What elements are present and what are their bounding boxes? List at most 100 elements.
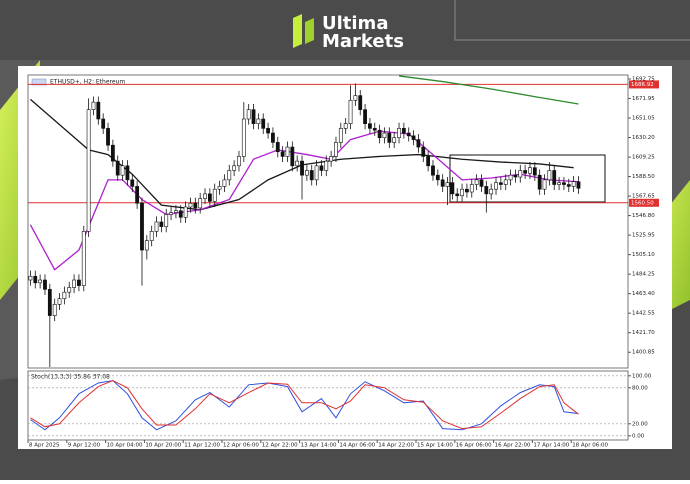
- candle-body: [304, 170, 309, 176]
- candle-body: [542, 179, 547, 190]
- candle-body: [474, 179, 479, 185]
- x-tick-label: 17 Apr 14:00: [533, 443, 569, 449]
- y-tick-label: 1421.70: [632, 330, 655, 336]
- y-tick-label: 20.00: [632, 421, 648, 427]
- candle-body: [401, 128, 406, 134]
- candle-body: [207, 193, 212, 202]
- candle-body: [91, 101, 96, 110]
- candle-body: [343, 123, 348, 129]
- indicator-line: [30, 380, 579, 430]
- x-tick-label: 13 Apr 14:00: [301, 443, 337, 449]
- candle-body: [353, 95, 358, 101]
- candle-body: [363, 109, 367, 124]
- candle-body: [86, 109, 91, 232]
- candle-body: [193, 202, 198, 209]
- stoch-frame: [27, 370, 629, 441]
- price-tag-label: 1686.92: [631, 82, 654, 88]
- candle-body: [154, 221, 159, 232]
- y-tick-label: 100.00: [632, 373, 652, 379]
- logo: Ultima Markets: [293, 13, 404, 52]
- y-tick-label: 1567.65: [632, 194, 655, 200]
- candle-body: [503, 179, 508, 185]
- candle-body: [557, 182, 561, 185]
- candle-body: [416, 139, 421, 148]
- candle-body: [518, 170, 523, 178]
- candle-body: [547, 170, 552, 181]
- candle-body: [426, 156, 431, 167]
- candle-body: [319, 165, 324, 171]
- x-tick-label: 12 Apr 06:00: [223, 443, 259, 449]
- logo-text: Markets: [322, 31, 404, 52]
- chart-panel: [18, 66, 672, 449]
- logo-icon: [305, 18, 314, 44]
- candle-body: [372, 128, 377, 131]
- y-tick-label: 1463.40: [632, 291, 655, 297]
- x-tick-label: 8 Apr 2025: [29, 443, 60, 449]
- candle-body: [96, 101, 101, 120]
- candle-body: [110, 144, 115, 162]
- candle-body: [532, 167, 537, 176]
- candle-body: [135, 186, 140, 204]
- logo-icon: [293, 14, 302, 48]
- main-frame: [27, 74, 629, 369]
- candle-body: [115, 160, 120, 176]
- candle-body: [227, 170, 232, 181]
- candle-body: [241, 118, 246, 157]
- y-tick-label: 1630.20: [632, 135, 655, 141]
- candle-body: [523, 170, 528, 174]
- candle-body: [455, 193, 460, 197]
- candle-body: [144, 240, 149, 251]
- candle-body: [300, 160, 304, 176]
- candle-body: [377, 129, 382, 139]
- y-tick-label: 0.00: [632, 433, 645, 439]
- candle-body: [174, 210, 178, 213]
- y-tick-label: 1442.55: [632, 311, 655, 317]
- candle-body: [266, 128, 270, 134]
- price-tag: [629, 198, 659, 207]
- candle-body: [285, 146, 290, 157]
- symbol-label: ETHUSD+, H2: Ethereum: [50, 79, 125, 86]
- indicator-line: [29, 98, 574, 211]
- candle-body: [465, 188, 469, 193]
- candle-body: [562, 182, 566, 185]
- candle-body: [484, 186, 489, 195]
- x-tick-label: 10 Apr 20:00: [145, 443, 181, 449]
- candle-body: [348, 99, 353, 124]
- logo-text: Ultima: [322, 13, 388, 34]
- y-tick-label: 1671.95: [632, 96, 655, 102]
- candle-body: [106, 128, 110, 146]
- candle-body: [440, 179, 445, 187]
- stoch-plot: [28, 375, 628, 437]
- candle-body: [329, 156, 334, 162]
- candle-body: [178, 210, 183, 218]
- x-tick-label: 11 Apr 12:00: [184, 443, 220, 449]
- x-tick-label: 14 Apr 22:00: [378, 443, 414, 449]
- candle-body: [232, 165, 237, 171]
- candle-body: [566, 184, 571, 187]
- x-tick-label: 16 Apr 22:00: [495, 443, 531, 449]
- candle-body: [271, 132, 275, 143]
- candle-body: [125, 165, 130, 181]
- candle-body: [261, 118, 266, 129]
- price-tag: [629, 80, 659, 89]
- y-tick-label: 1692.75: [632, 76, 655, 82]
- candle-body: [140, 202, 144, 251]
- candle-body: [552, 170, 557, 185]
- price-tag-label: 1560.50: [631, 200, 654, 206]
- candle-body: [397, 128, 401, 139]
- candle-body: [445, 182, 450, 187]
- indicator-line: [30, 380, 579, 431]
- y-tick-label: 1505.10: [632, 252, 655, 258]
- candle-body: [43, 279, 47, 290]
- candle-body: [33, 275, 38, 284]
- candle-body: [498, 182, 503, 185]
- candle-body: [494, 182, 498, 190]
- candle-body: [460, 188, 464, 197]
- symbol-icon: [31, 78, 47, 86]
- candle-body: [237, 156, 241, 167]
- candle-body: [421, 146, 426, 157]
- candle-body: [479, 179, 484, 187]
- x-tick-label: 14 Apr 06:00: [339, 443, 375, 449]
- candle-body: [62, 291, 67, 300]
